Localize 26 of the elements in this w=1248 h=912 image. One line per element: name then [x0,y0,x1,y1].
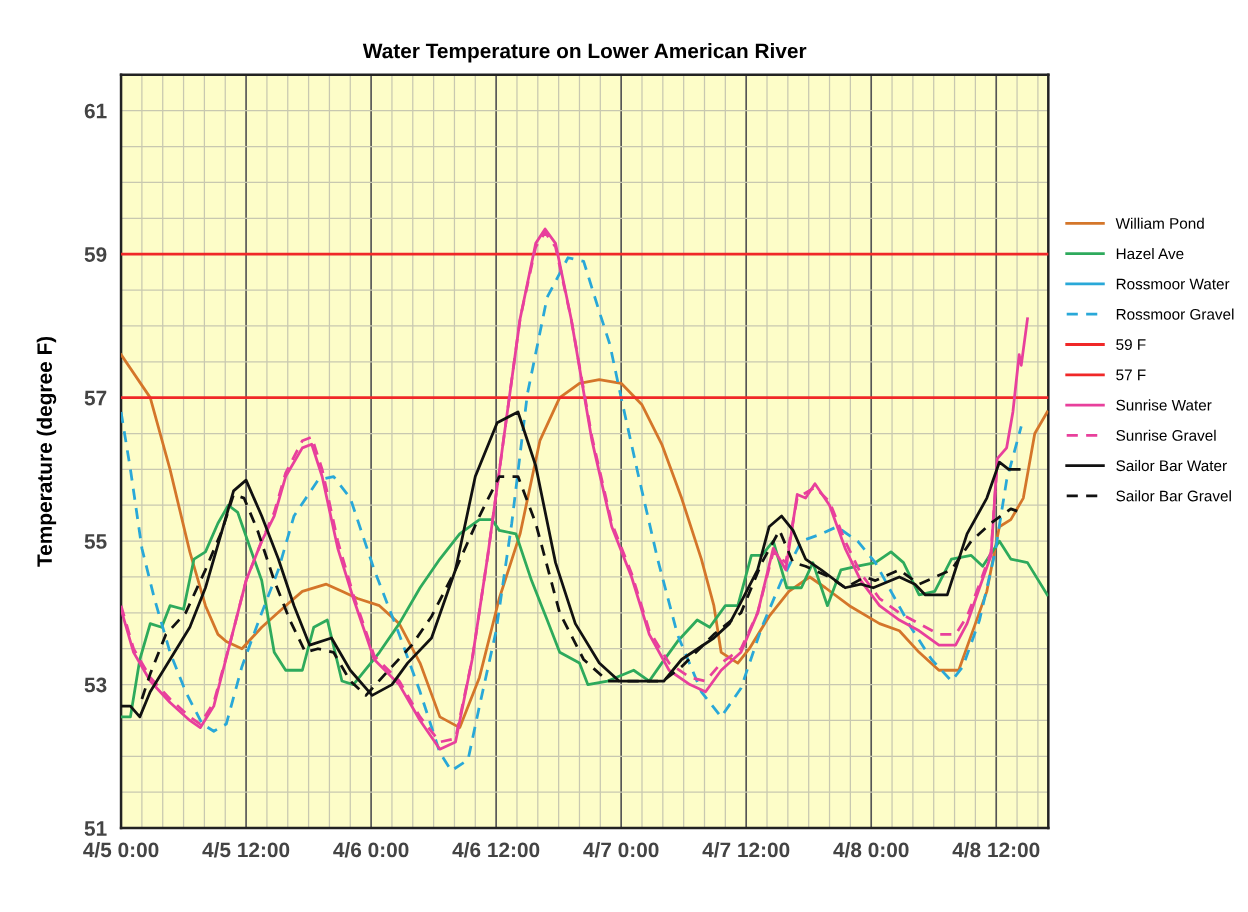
legend-label: Rossmoor Water [1116,278,1230,290]
y-tick-label: 53 [84,677,107,693]
x-tick-label: 4/7 12:00 [702,841,790,858]
legend-label: Rossmoor Gravel [1116,308,1234,320]
x-tick-label: 4/8 12:00 [952,841,1040,858]
legend-label: 59 F [1116,339,1146,350]
x-tick-label: 4/8 0:00 [833,841,909,858]
x-tick-label: 4/7 0:00 [583,841,659,858]
legend-label: William Pond [1115,217,1204,229]
legend-label: Hazel Ave [1116,247,1184,260]
legend-label: Sailor Bar Water [1116,459,1227,472]
legend-label: Sunrise Gravel [1116,429,1216,441]
y-tick-label: 55 [84,534,107,549]
y-tick-label: 51 [84,821,107,836]
x-tick-label: 4/6 12:00 [452,841,540,858]
legend-label: Sailor Bar Gravel [1116,490,1231,502]
y-tick-label: 61 [84,103,107,119]
legend-label: Sunrise Water [1116,399,1212,411]
chart-title: Water Temperature on Lower American River [362,43,807,63]
x-tick-label: 4/5 0:00 [83,841,159,858]
y-tick-label: 57 [84,390,107,406]
x-tick-label: 4/5 12:00 [202,841,290,858]
y-tick-label: 59 [84,247,107,262]
y-axis-title: Temperature (degree F) [36,336,57,567]
legend-label: 57 F [1116,369,1146,381]
x-tick-label: 4/6 0:00 [333,841,409,858]
